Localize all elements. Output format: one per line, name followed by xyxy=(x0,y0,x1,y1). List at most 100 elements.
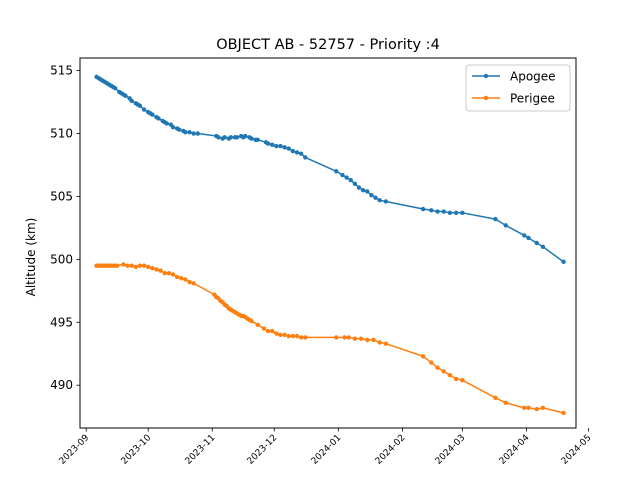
apogee-point xyxy=(282,145,287,150)
perigee-point xyxy=(282,332,287,338)
apogee-point xyxy=(360,187,366,193)
apogee-point xyxy=(540,244,546,249)
chart-title: OBJECT AB - 52757 - Priority :4 xyxy=(216,37,440,53)
perigee-point xyxy=(540,405,546,411)
apogee-point xyxy=(195,131,200,136)
apogee-point xyxy=(270,142,275,148)
apogee-point xyxy=(453,210,459,215)
perigee-legend-marker xyxy=(483,95,489,101)
perigee-point xyxy=(526,405,531,411)
apogee-point xyxy=(191,131,196,136)
apogee-point xyxy=(255,137,260,142)
perigee-point xyxy=(187,279,192,285)
perigee-point xyxy=(346,335,351,340)
perigee-point xyxy=(493,395,498,400)
y-axis-label: Altitude (km) xyxy=(24,218,38,297)
perigee-point xyxy=(534,406,539,412)
apogee-point xyxy=(294,150,300,155)
perigee-point xyxy=(290,333,296,339)
y-tick-label: 510 xyxy=(50,127,73,141)
perigee-point xyxy=(365,337,370,343)
apogee-point xyxy=(369,192,374,198)
perigee-point xyxy=(166,271,172,276)
perigee-point xyxy=(121,262,126,267)
apogee-point xyxy=(352,181,358,187)
y-tick-label: 515 xyxy=(50,64,73,78)
apogee-point xyxy=(377,198,382,203)
perigee-point xyxy=(174,274,180,280)
perigee-point xyxy=(460,377,465,383)
perigee-point xyxy=(298,335,304,340)
apogee-point xyxy=(112,86,118,91)
perigee-point xyxy=(294,333,300,339)
apogee-point xyxy=(216,135,221,140)
apogee-point xyxy=(429,208,434,213)
apogee-point xyxy=(441,209,446,214)
perigee-point xyxy=(255,322,260,327)
perigee-point xyxy=(503,400,508,406)
apogee-point xyxy=(137,103,143,109)
apogee-point xyxy=(170,125,176,130)
apogee-point xyxy=(228,135,234,140)
apogee-point xyxy=(129,98,134,103)
perigee-point xyxy=(141,263,147,268)
apogee-point xyxy=(383,199,389,204)
apogee-point xyxy=(348,177,353,183)
apogee-point xyxy=(187,130,192,135)
perigee-point xyxy=(115,263,120,268)
y-tick-label: 505 xyxy=(50,189,73,203)
perigee-point xyxy=(435,365,440,370)
perigee-point xyxy=(146,264,151,270)
perigee-point xyxy=(179,276,184,281)
apogee-point xyxy=(334,169,339,174)
apogee-point xyxy=(344,175,349,180)
y-tick-label: 495 xyxy=(50,315,73,329)
apogee-point xyxy=(534,240,539,246)
perigee-point xyxy=(137,263,143,268)
axes-frame xyxy=(79,57,577,429)
apogee-point xyxy=(460,210,465,215)
perigee-point xyxy=(261,326,267,331)
apogee-legend-marker xyxy=(483,73,489,79)
perigee-point xyxy=(334,335,339,340)
apogee-point xyxy=(290,148,296,154)
perigee-point xyxy=(429,360,434,365)
perigee-point xyxy=(377,340,382,345)
apogee-point xyxy=(503,223,508,228)
apogee-point xyxy=(526,235,531,241)
apogee-point xyxy=(365,189,370,194)
apogee-point xyxy=(356,185,362,190)
perigee-point xyxy=(158,268,163,273)
perigee-point xyxy=(270,328,275,334)
perigee-point xyxy=(191,281,196,286)
perigee-point xyxy=(358,336,364,341)
apogee-point xyxy=(183,130,188,135)
apogee-point xyxy=(265,141,271,146)
perigee-point xyxy=(265,328,271,334)
apogee-legend-label: Apogee xyxy=(510,70,556,84)
perigee-point xyxy=(249,318,254,324)
apogee-point xyxy=(298,151,304,156)
perigee-point xyxy=(183,277,188,282)
apogee-point xyxy=(141,107,147,112)
apogee-point xyxy=(234,135,240,140)
perigee-point xyxy=(274,331,279,336)
perigee-point xyxy=(286,333,291,339)
perigee-point xyxy=(441,369,446,374)
apogee-point xyxy=(561,259,566,265)
apogee-point xyxy=(303,155,308,160)
y-tick-label: 500 xyxy=(50,252,73,266)
perigee-point xyxy=(561,410,566,416)
perigee-point xyxy=(154,267,159,272)
apogee-point xyxy=(150,112,155,117)
perigee-point xyxy=(133,264,138,270)
apogee-point xyxy=(373,195,378,200)
perigee-point xyxy=(170,272,176,277)
perigee-point xyxy=(278,332,283,338)
apogee-point xyxy=(123,93,128,98)
apogee-point xyxy=(222,135,227,140)
perigee-point xyxy=(352,336,358,341)
apogee-point xyxy=(249,136,254,141)
perigee-point xyxy=(447,372,453,378)
apogee-point xyxy=(447,210,453,215)
